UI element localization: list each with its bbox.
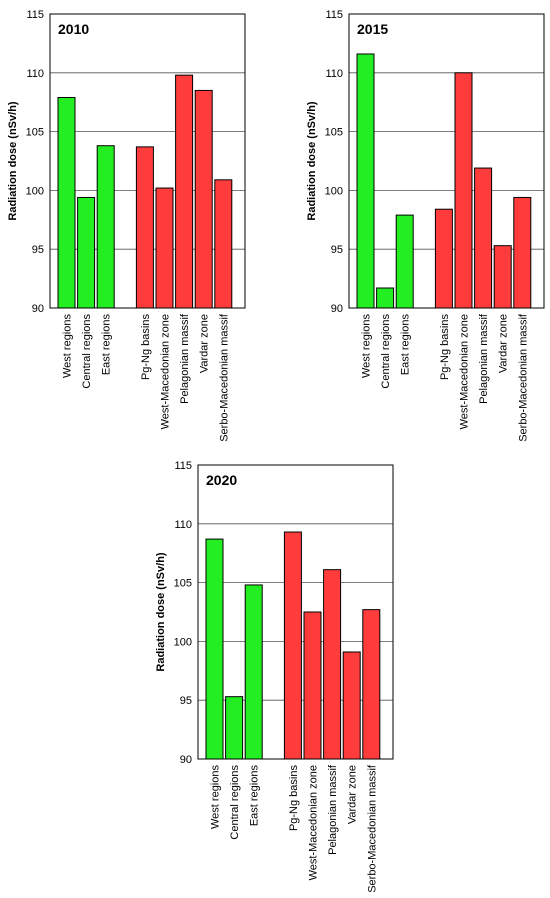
x-tick-label: Vardar zone — [347, 765, 359, 824]
y-tick-label: 90 — [331, 303, 343, 315]
bar — [225, 696, 244, 760]
y-axis-label: Radiation dose (nSv/h) — [306, 101, 318, 221]
y-tick-label: 105 — [26, 127, 44, 139]
x-tick-label: West regions — [210, 765, 222, 829]
bar — [434, 208, 453, 309]
x-tick-label: West regions — [361, 314, 373, 378]
x-tick-label: Pg-Ng basins — [288, 765, 300, 832]
x-tick-label: Pg-Ng basins — [140, 314, 152, 381]
x-tick-label: West-Macedonian zone — [459, 314, 471, 429]
y-tick-label: 90 — [180, 754, 192, 766]
bar — [362, 609, 381, 760]
y-tick-label: 95 — [180, 695, 192, 707]
plot-frame — [49, 13, 246, 309]
bar — [303, 611, 322, 760]
bar — [356, 53, 375, 309]
bar — [513, 196, 532, 309]
plot-frame — [348, 13, 545, 309]
x-tick-label: Pg-Ng basins — [439, 314, 451, 381]
bar — [194, 89, 213, 309]
y-tick-label: 100 — [325, 185, 343, 197]
bar — [323, 569, 342, 760]
x-tick-label: Serbo-Macedonian massif — [517, 313, 529, 442]
y-axis-label: Radiation dose (nSv/h) — [7, 101, 19, 221]
x-tick-label: East regions — [400, 314, 412, 376]
bar — [155, 187, 174, 309]
x-tick-label: West-Macedonian zone — [308, 765, 320, 880]
chart-title: 2015 — [357, 21, 388, 37]
x-tick-label: Pelagonian massif — [327, 764, 339, 855]
y-tick-label: 90 — [32, 303, 44, 315]
x-tick-label: West-Macedonian zone — [160, 314, 172, 429]
bar — [454, 72, 473, 309]
bar — [57, 96, 76, 309]
y-tick-label: 100 — [26, 185, 44, 197]
bar — [493, 245, 512, 309]
x-tick-label: West regions — [62, 314, 74, 378]
plot-frame — [197, 464, 394, 760]
x-tick-label: East regions — [249, 765, 261, 827]
bar — [96, 145, 115, 309]
y-tick-label: 110 — [174, 519, 192, 531]
y-tick-label: 110 — [26, 68, 44, 80]
y-tick-label: 115 — [26, 9, 44, 21]
bar — [77, 196, 96, 309]
y-tick-label: 115 — [325, 9, 343, 21]
y-tick-label: 105 — [174, 578, 192, 590]
chart-panel-2010: 90 95 100 105 110 115 West regions Central regi… — [7, 9, 246, 442]
x-tick-label: East regions — [101, 314, 113, 376]
y-tick-label: 95 — [32, 244, 44, 256]
bar — [244, 584, 263, 760]
x-tick-label: Serbo-Macedonian massif — [218, 313, 230, 442]
x-tick-label: Pelagonian massif — [478, 313, 490, 404]
chart-panel-2020: 90 95 100 105 110 115 West regions Central regi… — [155, 460, 394, 893]
chart-title: 2010 — [58, 21, 89, 37]
y-tick-label: 115 — [174, 460, 192, 472]
chart-panel-2015: 90 95 100 105 110 115 West regions Central regi… — [306, 9, 545, 442]
bar — [175, 74, 194, 309]
chart-title: 2020 — [206, 472, 237, 488]
x-tick-label: Vardar zone — [199, 314, 211, 373]
x-tick-label: Central regions — [380, 314, 392, 389]
y-axis-label: Radiation dose (nSv/h) — [155, 552, 167, 672]
y-tick-label: 105 — [325, 127, 343, 139]
bar — [376, 287, 395, 309]
x-tick-label: Vardar zone — [498, 314, 510, 373]
y-tick-label: 110 — [325, 68, 343, 80]
bar — [395, 214, 414, 309]
x-tick-label: Central regions — [229, 765, 241, 840]
bar — [342, 651, 361, 760]
x-tick-label: Serbo-Macedonian massif — [366, 764, 378, 893]
bar — [474, 167, 493, 309]
y-tick-label: 100 — [174, 636, 192, 648]
bar — [205, 538, 224, 760]
y-tick-label: 95 — [331, 244, 343, 256]
bar — [135, 146, 154, 309]
x-tick-label: Central regions — [81, 314, 93, 389]
bar — [283, 531, 302, 760]
bar — [214, 179, 233, 309]
x-tick-label: Pelagonian massif — [179, 313, 191, 404]
